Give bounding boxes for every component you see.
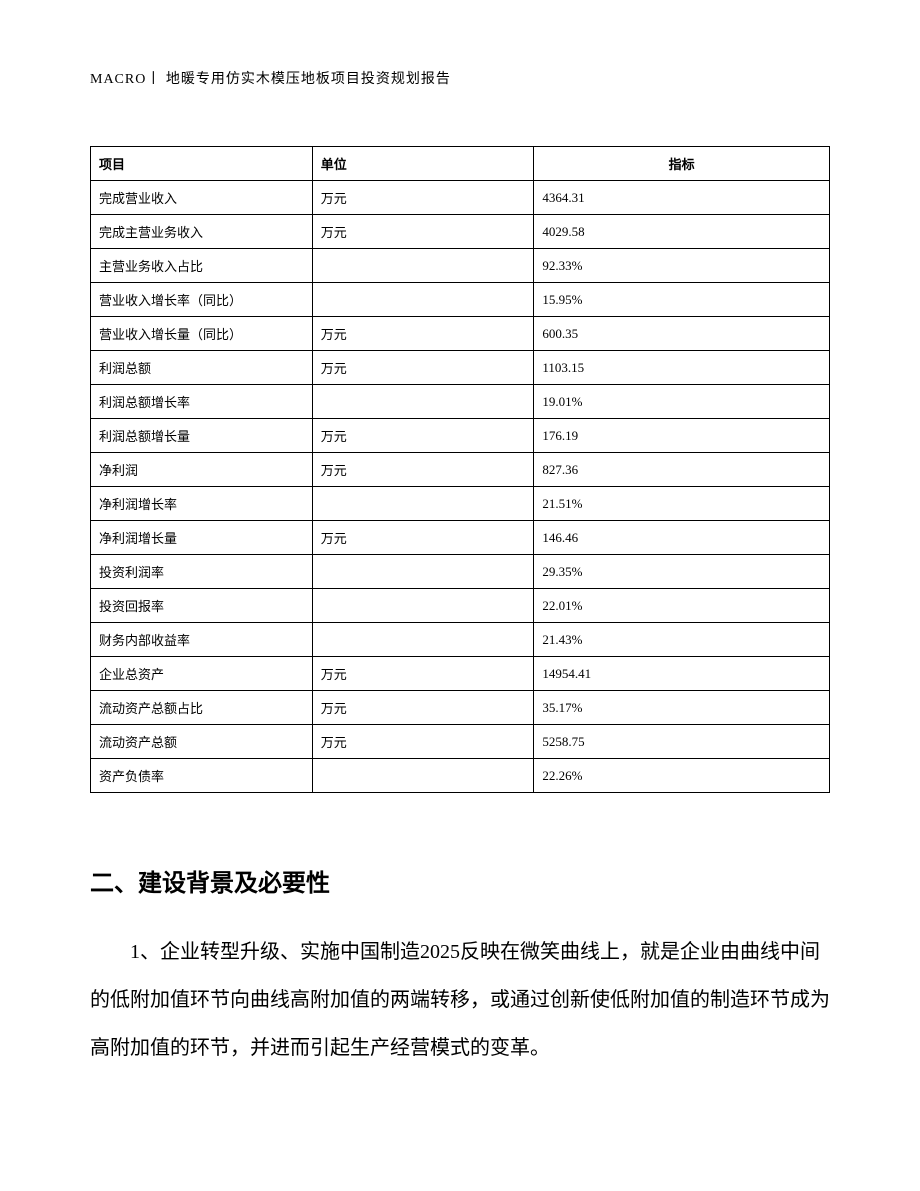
- table-row: 利润总额增长量万元176.19: [91, 419, 830, 453]
- cell-value: 19.01%: [534, 385, 830, 419]
- table-row: 净利润增长量万元146.46: [91, 521, 830, 555]
- cell-value: 22.01%: [534, 589, 830, 623]
- section-heading: 二、建设背景及必要性: [90, 863, 830, 898]
- cell-value: 4364.31: [534, 181, 830, 215]
- cell-unit: [312, 249, 534, 283]
- table-row: 营业收入增长率（同比） 15.95%: [91, 283, 830, 317]
- document-page: MACRO丨 地暖专用仿实木模压地板项目投资规划报告 项目 单位 指标 完成营业…: [0, 0, 920, 1072]
- table-row: 利润总额万元1103.15: [91, 351, 830, 385]
- table-row: 净利润万元827.36: [91, 453, 830, 487]
- cell-value: 21.51%: [534, 487, 830, 521]
- table-row: 完成营业收入万元4364.31: [91, 181, 830, 215]
- cell-unit: 万元: [312, 521, 534, 555]
- cell-item: 营业收入增长量（同比）: [91, 317, 313, 351]
- column-header-value: 指标: [534, 147, 830, 181]
- cell-value: 22.26%: [534, 759, 830, 793]
- cell-item: 企业总资产: [91, 657, 313, 691]
- table-row: 完成主营业务收入万元4029.58: [91, 215, 830, 249]
- cell-value: 92.33%: [534, 249, 830, 283]
- cell-item: 投资利润率: [91, 555, 313, 589]
- cell-unit: 万元: [312, 317, 534, 351]
- cell-value: 1103.15: [534, 351, 830, 385]
- cell-unit: [312, 623, 534, 657]
- column-header-unit: 单位: [312, 147, 534, 181]
- cell-unit: 万元: [312, 691, 534, 725]
- cell-unit: 万元: [312, 181, 534, 215]
- cell-value: 4029.58: [534, 215, 830, 249]
- cell-unit: 万元: [312, 419, 534, 453]
- cell-unit: [312, 487, 534, 521]
- table-row: 营业收入增长量（同比）万元600.35: [91, 317, 830, 351]
- column-header-item: 项目: [91, 147, 313, 181]
- cell-item: 利润总额: [91, 351, 313, 385]
- table-row: 投资回报率 22.01%: [91, 589, 830, 623]
- table-row: 企业总资产万元14954.41: [91, 657, 830, 691]
- cell-value: 29.35%: [534, 555, 830, 589]
- cell-unit: [312, 385, 534, 419]
- cell-unit: [312, 283, 534, 317]
- cell-item: 利润总额增长量: [91, 419, 313, 453]
- table-row: 净利润增长率 21.51%: [91, 487, 830, 521]
- cell-item: 流动资产总额占比: [91, 691, 313, 725]
- cell-unit: 万元: [312, 351, 534, 385]
- cell-unit: 万元: [312, 453, 534, 487]
- cell-item: 流动资产总额: [91, 725, 313, 759]
- financial-indicators-table: 项目 单位 指标 完成营业收入万元4364.31 完成主营业务收入万元4029.…: [90, 146, 830, 793]
- table-row: 主营业务收入占比 92.33%: [91, 249, 830, 283]
- cell-unit: 万元: [312, 725, 534, 759]
- cell-unit: [312, 555, 534, 589]
- cell-unit: [312, 759, 534, 793]
- cell-value: 35.17%: [534, 691, 830, 725]
- cell-item: 利润总额增长率: [91, 385, 313, 419]
- cell-value: 827.36: [534, 453, 830, 487]
- cell-unit: [312, 589, 534, 623]
- page-header: MACRO丨 地暖专用仿实木模压地板项目投资规划报告: [90, 68, 830, 88]
- cell-value: 14954.41: [534, 657, 830, 691]
- table-row: 利润总额增长率 19.01%: [91, 385, 830, 419]
- cell-item: 净利润增长率: [91, 487, 313, 521]
- cell-unit: 万元: [312, 215, 534, 249]
- table-header-row: 项目 单位 指标: [91, 147, 830, 181]
- cell-item: 财务内部收益率: [91, 623, 313, 657]
- cell-item: 主营业务收入占比: [91, 249, 313, 283]
- cell-value: 21.43%: [534, 623, 830, 657]
- cell-item: 投资回报率: [91, 589, 313, 623]
- cell-item: 营业收入增长率（同比）: [91, 283, 313, 317]
- cell-value: 146.46: [534, 521, 830, 555]
- table-body: 完成营业收入万元4364.31 完成主营业务收入万元4029.58 主营业务收入…: [91, 181, 830, 793]
- table-row: 资产负债率 22.26%: [91, 759, 830, 793]
- cell-value: 15.95%: [534, 283, 830, 317]
- cell-item: 完成主营业务收入: [91, 215, 313, 249]
- table-row: 投资利润率 29.35%: [91, 555, 830, 589]
- cell-item: 完成营业收入: [91, 181, 313, 215]
- table-row: 财务内部收益率 21.43%: [91, 623, 830, 657]
- cell-item: 净利润: [91, 453, 313, 487]
- table-row: 流动资产总额占比万元35.17%: [91, 691, 830, 725]
- table-row: 流动资产总额万元5258.75: [91, 725, 830, 759]
- cell-value: 600.35: [534, 317, 830, 351]
- cell-unit: 万元: [312, 657, 534, 691]
- cell-value: 176.19: [534, 419, 830, 453]
- cell-item: 净利润增长量: [91, 521, 313, 555]
- cell-item: 资产负债率: [91, 759, 313, 793]
- cell-value: 5258.75: [534, 725, 830, 759]
- body-paragraph: 1、企业转型升级、实施中国制造2025反映在微笑曲线上，就是企业由曲线中间的低附…: [90, 928, 830, 1072]
